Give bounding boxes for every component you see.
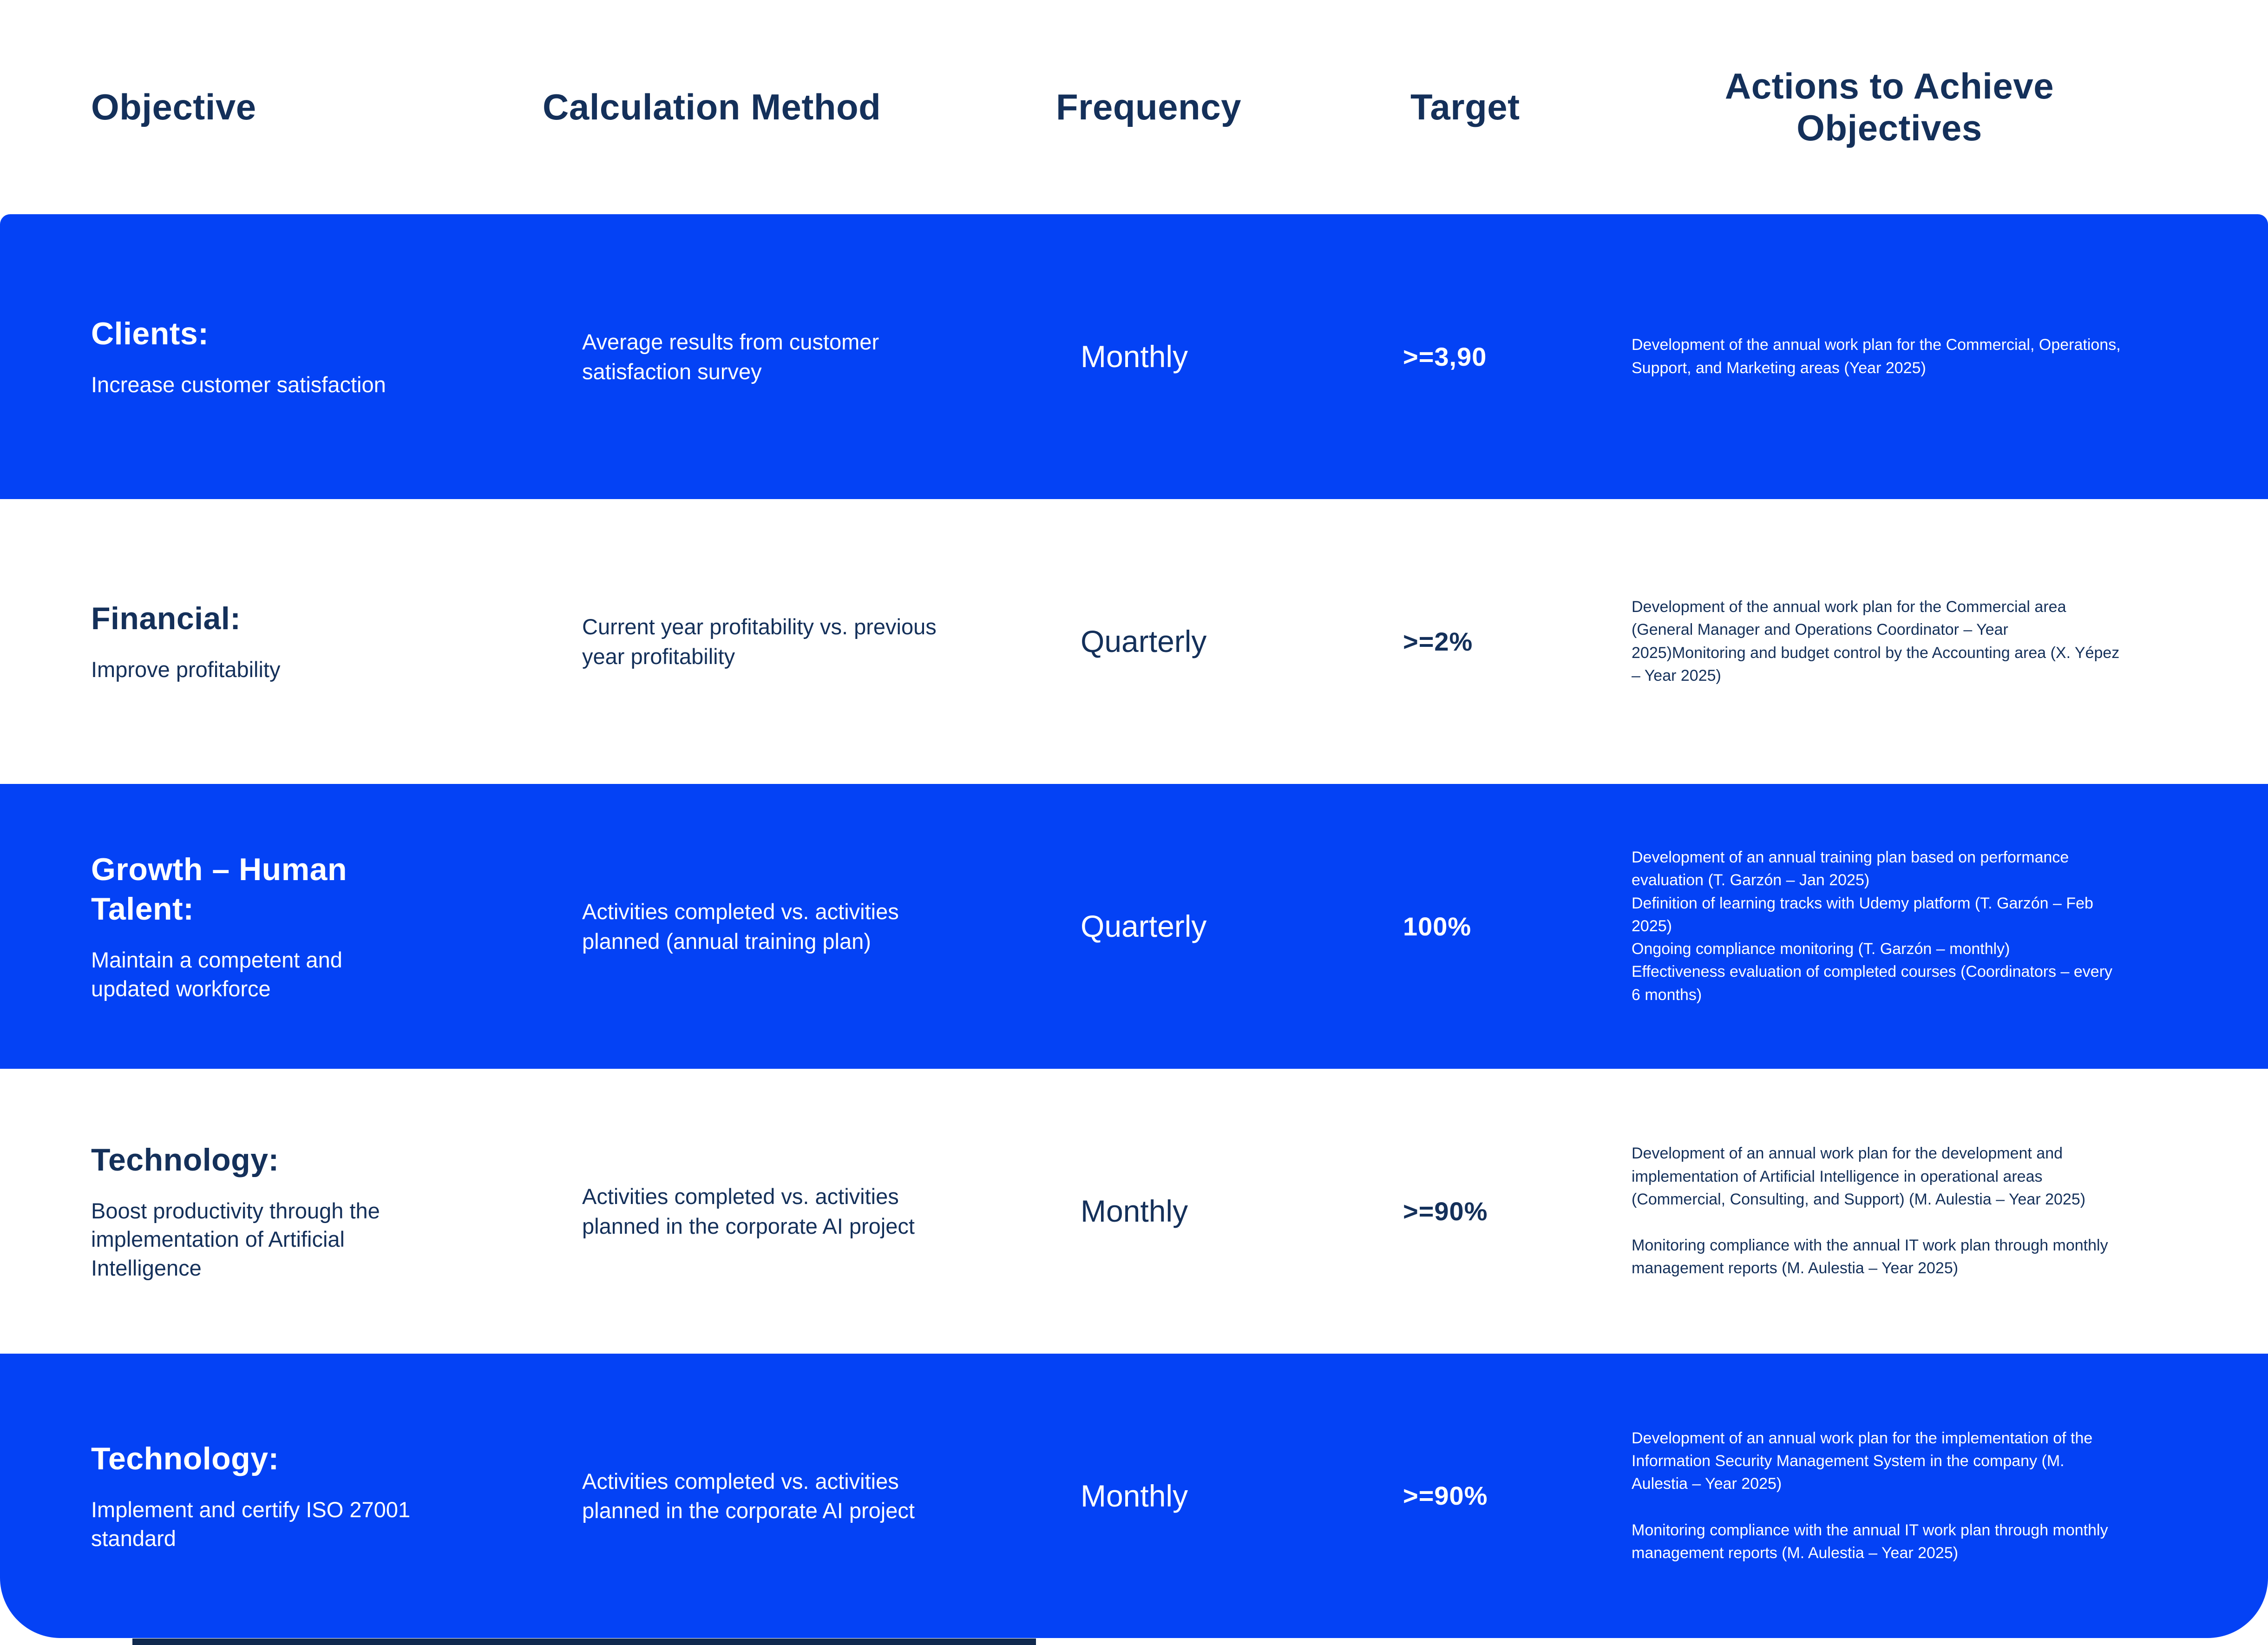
objective-description: Improve profitability xyxy=(91,657,281,682)
frequency-value: Monthly xyxy=(1081,1194,1188,1229)
frequency-value: Monthly xyxy=(1081,1478,1188,1513)
objective-title: Technology: xyxy=(91,1142,279,1178)
objective-title: Clients: xyxy=(91,316,209,352)
objective-title: Growth – Human Talent: xyxy=(91,852,347,927)
objective-cell: Technology: Boost productivity through t… xyxy=(91,1140,582,1282)
frequency-cell: Monthly xyxy=(1081,1194,1403,1228)
column-header-calculation-method: Calculation Method xyxy=(543,86,881,127)
actions-cell: Development of the annual work plan for … xyxy=(1632,596,2238,687)
frequency-cell: Quarterly xyxy=(1081,909,1403,943)
objective-description: Increase customer satisfaction xyxy=(91,372,386,397)
frequency-cell: Monthly xyxy=(1081,340,1403,374)
column-header-actions: Actions to Achieve Objectives xyxy=(1724,65,2054,148)
objective-description: Boost productivity through the implement… xyxy=(91,1198,380,1280)
calculation-method-cell: Average results from customer satisfacti… xyxy=(582,327,1081,386)
action-item: Development of an annual work plan for t… xyxy=(1632,1145,2086,1208)
actions-cell: Development of an annual work plan for t… xyxy=(1632,1427,2238,1565)
action-item: Development of the annual work plan for … xyxy=(1632,336,2121,377)
target-value: >=90% xyxy=(1403,1481,1488,1511)
frequency-cell: Monthly xyxy=(1081,1479,1403,1513)
calculation-method-cell: Activities completed vs. activities plan… xyxy=(582,897,1081,956)
action-item: Development of an annual work plan for t… xyxy=(1632,1429,2093,1493)
table-row-clients: Clients: Increase customer satisfaction … xyxy=(0,214,2268,499)
objective-cell: Growth – Human Talent: Maintain a compet… xyxy=(91,850,582,1002)
table-header-row: Objective Calculation Method Frequency T… xyxy=(0,0,2268,214)
target-value: 100% xyxy=(1403,911,1472,941)
frequency-value: Monthly xyxy=(1081,339,1188,374)
actions-cell: Development of an annual training plan b… xyxy=(1632,846,2238,1007)
frequency-cell: Quarterly xyxy=(1081,625,1403,658)
column-header-objective: Objective xyxy=(91,86,256,127)
calculation-method-cell: Activities completed vs. activities plan… xyxy=(582,1182,1081,1241)
column-header-target: Target xyxy=(1410,86,1520,127)
calculation-method-text: Current year profitability vs. previous … xyxy=(582,614,937,669)
target-value: >=2% xyxy=(1403,626,1473,656)
objective-cell: Technology: Implement and certify ISO 27… xyxy=(91,1439,582,1552)
calculation-method-cell: Activities completed vs. activities plan… xyxy=(582,1467,1081,1526)
column-header-frequency: Frequency xyxy=(1056,86,1241,127)
calculation-method-cell: Current year profitability vs. previous … xyxy=(582,612,1081,671)
calculation-method-text: Average results from customer satisfacti… xyxy=(582,329,879,384)
calculation-method-text: Activities completed vs. activities plan… xyxy=(582,1468,915,1523)
target-cell: >=90% xyxy=(1403,1197,1632,1226)
frequency-value: Quarterly xyxy=(1081,909,1207,944)
action-item: Monitoring compliance with the annual IT… xyxy=(1632,1237,2108,1277)
actions-cell: Development of the annual work plan for … xyxy=(1632,334,2238,380)
actions-cell: Development of an annual work plan for t… xyxy=(1632,1142,2238,1280)
objective-title: Financial: xyxy=(91,601,241,637)
frequency-value: Quarterly xyxy=(1081,624,1207,659)
target-cell: >=90% xyxy=(1403,1481,1632,1510)
objective-title: Technology: xyxy=(91,1441,279,1477)
target-value: >=90% xyxy=(1403,1196,1488,1226)
table-row-technology-ai: Technology: Boost productivity through t… xyxy=(0,1069,2268,1354)
objective-description: Maintain a competent and updated workfor… xyxy=(91,948,342,1001)
objective-cell: Financial: Improve profitability xyxy=(91,599,582,684)
target-value: >=3,90 xyxy=(1403,342,1487,371)
objective-cell: Clients: Increase customer satisfaction xyxy=(91,314,582,399)
action-item: Effectiveness evaluation of completed co… xyxy=(1632,963,2113,1004)
target-cell: >=2% xyxy=(1403,627,1632,656)
target-cell: 100% xyxy=(1403,912,1632,941)
action-item: Development of an annual training plan b… xyxy=(1632,848,2069,889)
table-row-financial: Financial: Improve profitability Current… xyxy=(0,499,2268,784)
bottom-accent-bar xyxy=(132,1638,1036,1645)
target-cell: >=3,90 xyxy=(1403,342,1632,371)
objective-description: Implement and certify ISO 27001 standard xyxy=(91,1497,411,1551)
action-item: Definition of learning tracks with Udemy… xyxy=(1632,894,2093,935)
calculation-method-text: Activities completed vs. activities plan… xyxy=(582,899,899,954)
action-item: Ongoing compliance monitoring (T. Garzón… xyxy=(1632,940,2010,958)
action-item: Monitoring compliance with the annual IT… xyxy=(1632,1521,2108,1562)
action-item: Development of the annual work plan for … xyxy=(1632,598,2120,684)
calculation-method-text: Activities completed vs. activities plan… xyxy=(582,1184,915,1238)
table-row-growth-human-talent: Growth – Human Talent: Maintain a compet… xyxy=(0,784,2268,1069)
table-row-technology-iso: Technology: Implement and certify ISO 27… xyxy=(0,1354,2268,1638)
